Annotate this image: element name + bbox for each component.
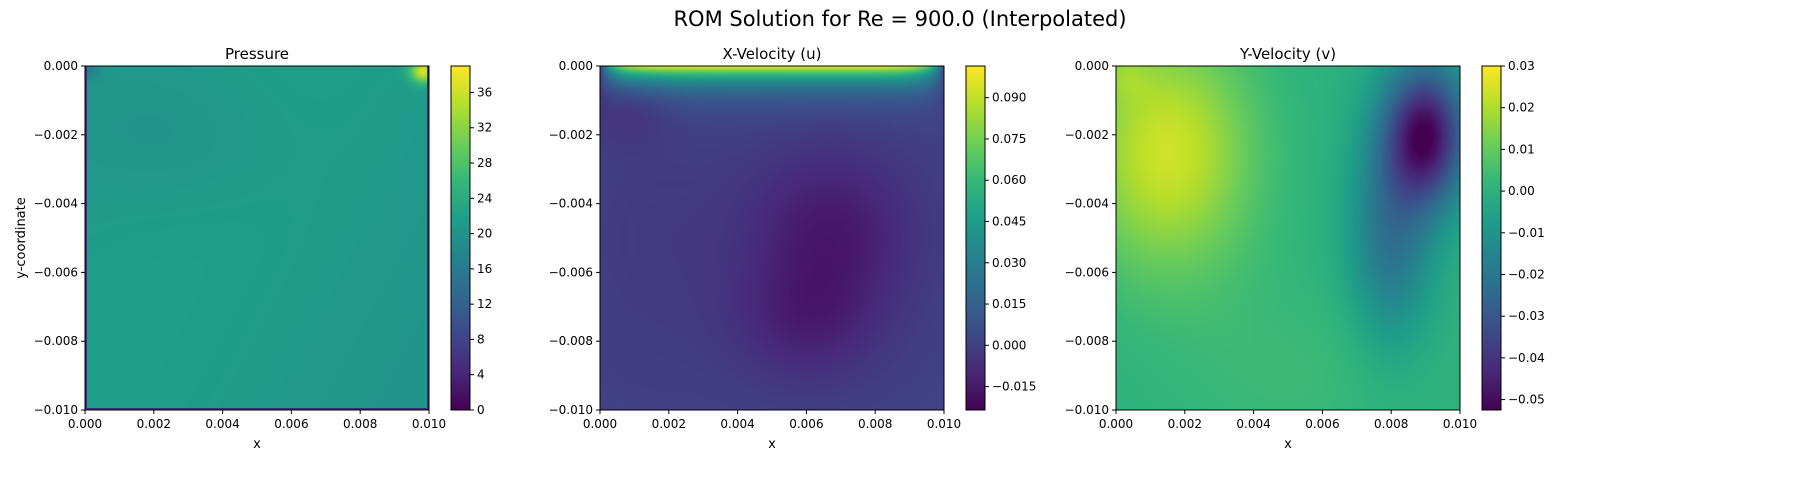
pressure-x-tick-label: 0.000 [68,417,102,431]
x-velocity-x-tick-label: 0.008 [858,417,892,431]
x-velocity-y-tick-label: −0.006 [549,265,593,279]
pressure-title: Pressure [225,45,289,63]
x-velocity-axes-frame [599,65,945,411]
y-velocity-x-tick-label: 0.000 [1099,417,1133,431]
y-velocity-y-tick-label: 0.000 [1075,59,1109,73]
pressure-x-axis-label: x [253,437,261,452]
y-velocity-colorbar-tick-label: −0.01 [1508,226,1545,240]
pressure-colorbar [450,65,471,411]
x-velocity-heatmap [600,66,944,410]
pressure-colorbar-tick-label: 24 [477,191,492,205]
y-velocity-x-tick-label: 0.002 [1168,417,1202,431]
x-velocity-title: X-Velocity (u) [723,45,822,63]
figure-title: ROM Solution for Re = 900.0 (Interpolate… [673,7,1126,31]
y-velocity-y-tick-label: −0.002 [1065,128,1109,142]
pressure-x-tick-label: 0.010 [412,417,446,431]
pressure-axes-frame [84,65,430,411]
y-velocity-y-tick-label: −0.008 [1065,334,1109,348]
pressure-colorbar-tick-label: 16 [477,262,492,276]
pressure-colorbar-tick-label: 8 [477,332,485,346]
pressure-y-tick-label: −0.004 [34,197,78,211]
pressure-heatmap [85,66,429,410]
pressure-y-tick-label: 0.000 [44,59,78,73]
pressure-x-tick-label: 0.002 [137,417,171,431]
y-velocity-colorbar-tick-label: −0.02 [1508,267,1545,281]
x-velocity-y-tick-label: −0.004 [549,197,593,211]
pressure-colorbar-tick-label: 32 [477,121,492,135]
x-velocity-colorbar-tick-label: 0.015 [992,297,1026,311]
x-velocity-colorbar-tick-label: 0.030 [992,256,1026,270]
x-velocity-colorbar-tick-label: 0.060 [992,173,1026,187]
y-velocity-colorbar-tick-label: 0.02 [1508,101,1535,115]
y-velocity-x-tick-label: 0.004 [1236,417,1270,431]
x-velocity-colorbar [965,65,986,411]
y-velocity-colorbar-tick-label: 0.03 [1508,59,1535,73]
x-velocity-colorbar-tick-label: 0.090 [992,91,1026,105]
pressure-panel: Pressure 0.000 0.002 0.004 0.006 0.008 0.010 0.… [14,45,492,452]
pressure-y-axis-label: y-coordinate [14,197,29,279]
y-velocity-y-tick-label: −0.010 [1065,403,1109,417]
pressure-colorbar-tick-label: 28 [477,156,492,170]
pressure-colorbar-tick-label: 12 [477,297,492,311]
x-velocity-x-axis-label: x [768,437,776,452]
pressure-y-tick-label: −0.008 [34,334,78,348]
pressure-colorbar-tick-label: 36 [477,85,492,99]
x-velocity-x-tick-label: 0.000 [583,417,617,431]
pressure-x-tick-label: 0.004 [205,417,239,431]
pressure-colorbar-tick-label: 4 [477,368,485,382]
x-velocity-y-tick-label: −0.008 [549,334,593,348]
y-velocity-y-tick-label: −0.004 [1065,197,1109,211]
x-velocity-x-tick-label: 0.002 [652,417,686,431]
pressure-y-tick-label: −0.010 [34,403,78,417]
y-velocity-panel: Y-Velocity (v) 0.000 0.002 0.004 0.006 0.008 0… [1065,45,1545,452]
y-velocity-heatmap [1116,66,1460,410]
y-velocity-x-tick-label: 0.006 [1305,417,1339,431]
y-velocity-colorbar-tick-label: 0.00 [1508,184,1535,198]
pressure-boundary-band [427,66,429,410]
pressure-colorbar-tick-label: 0 [477,403,485,417]
pressure-x-tick-label: 0.008 [343,417,377,431]
y-velocity-y-tick-label: −0.006 [1065,265,1109,279]
y-velocity-axes-frame [1115,65,1461,411]
x-velocity-colorbar-tick-label: −0.015 [992,380,1036,394]
x-velocity-colorbar-tick-label: 0.000 [992,338,1026,352]
y-velocity-x-axis-label: x [1284,437,1292,452]
y-velocity-x-tick-label: 0.008 [1374,417,1408,431]
x-velocity-x-tick-label: 0.004 [720,417,754,431]
x-velocity-colorbar-tick-label: 0.075 [992,132,1026,146]
y-velocity-x-tick-label: 0.010 [1443,417,1477,431]
y-velocity-colorbar-tick-label: −0.05 [1508,393,1545,407]
pressure-x-tick-label: 0.006 [274,417,308,431]
y-velocity-title: Y-Velocity (v) [1239,45,1336,63]
x-velocity-y-tick-label: 0.000 [559,59,593,73]
y-velocity-colorbar-tick-label: 0.01 [1508,142,1535,156]
x-velocity-x-tick-label: 0.010 [927,417,961,431]
pressure-boundary-band [85,66,87,410]
pressure-colorbar-tick-label: 20 [477,227,492,241]
y-velocity-colorbar-tick-label: −0.04 [1508,351,1545,365]
y-velocity-colorbar [1481,65,1502,411]
x-velocity-y-tick-label: −0.010 [549,403,593,417]
x-velocity-colorbar-tick-label: 0.045 [992,214,1026,228]
pressure-boundary-band [85,408,429,410]
y-velocity-colorbar-tick-label: −0.03 [1508,309,1545,323]
x-velocity-y-tick-label: −0.002 [549,128,593,142]
x-velocity-panel: X-Velocity (u) 0.000 0.002 0.004 0.006 0.008 0… [549,45,1037,452]
pressure-y-tick-label: −0.002 [34,128,78,142]
x-velocity-x-tick-label: 0.006 [789,417,823,431]
pressure-y-tick-label: −0.006 [34,265,78,279]
